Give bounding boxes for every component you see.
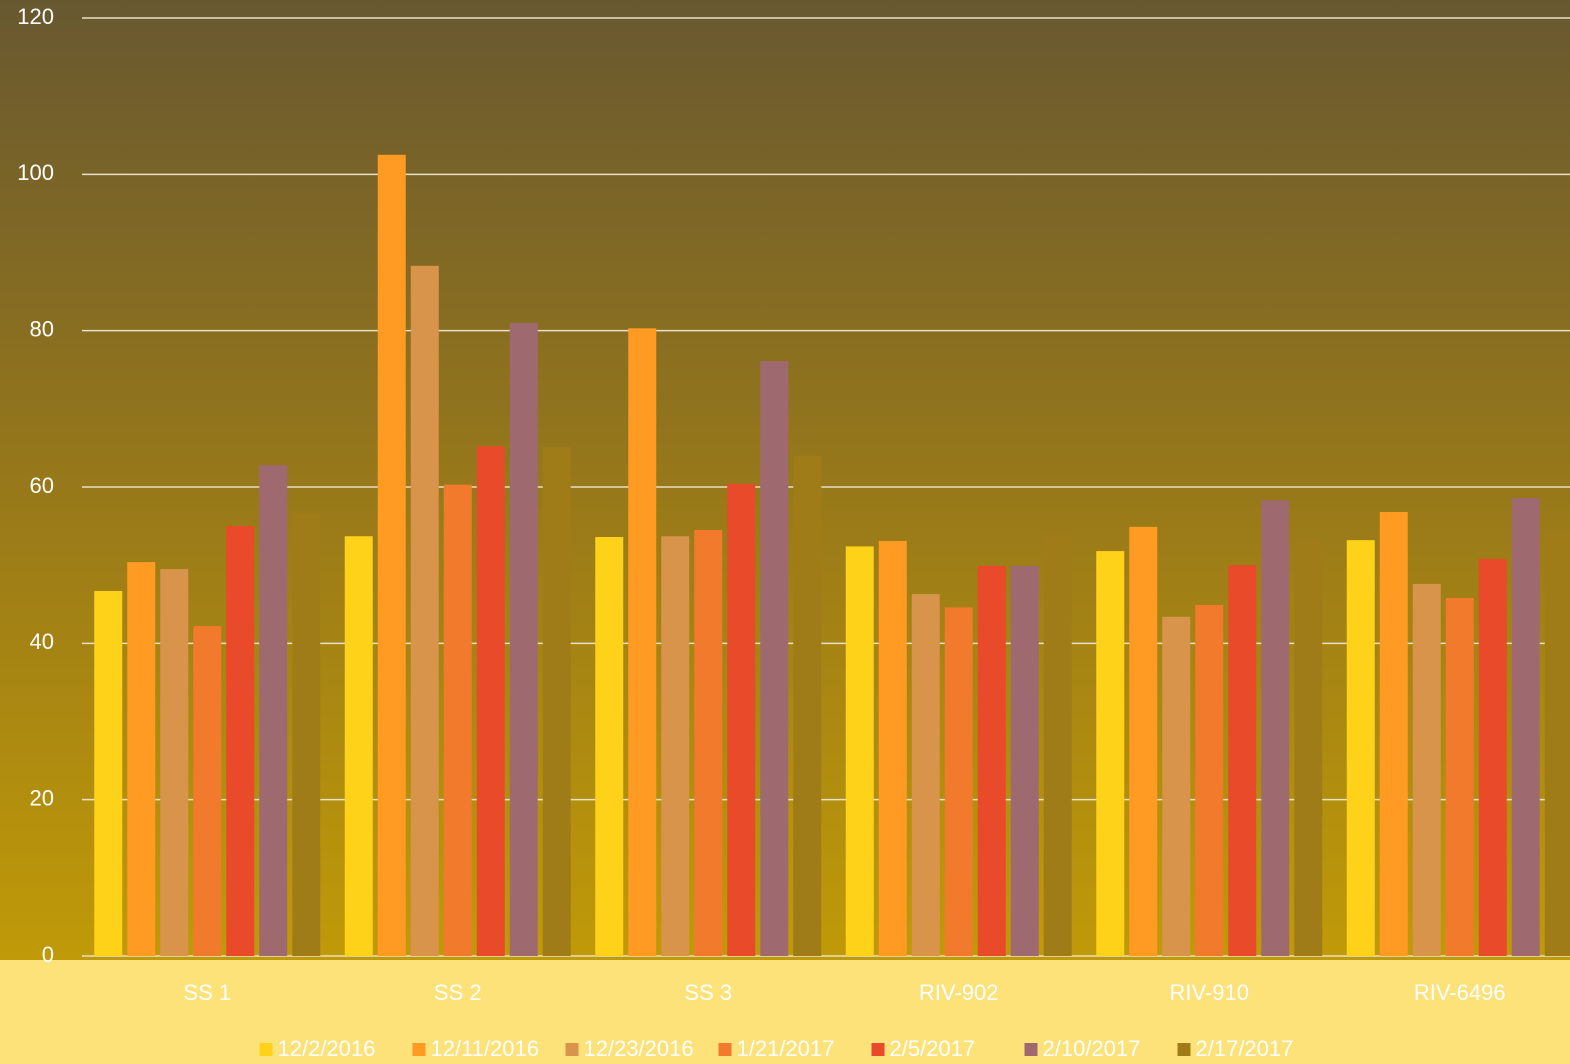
legend-swatch: [259, 1043, 273, 1056]
bar: [878, 540, 907, 956]
bar: [1412, 583, 1441, 956]
bar: [1445, 597, 1474, 956]
bar: [628, 328, 657, 956]
legend-swatch: [718, 1043, 732, 1056]
y-tick-label: 60: [30, 473, 54, 498]
legend-swatch: [412, 1043, 426, 1056]
bar: [911, 594, 940, 956]
x-tick-label: SS 2: [434, 980, 482, 1005]
bar: [443, 484, 472, 956]
bar: [1346, 540, 1375, 956]
legend-label: 1/21/2017: [737, 1036, 835, 1061]
bar: [727, 483, 756, 956]
x-tick-label: RIV-902: [919, 980, 999, 1005]
y-tick-label: 0: [42, 942, 54, 967]
bar: [1195, 605, 1224, 956]
y-tick-label: 40: [30, 629, 54, 654]
bar: [94, 590, 123, 956]
bar: [1043, 533, 1072, 956]
x-tick-label: RIV-6496: [1414, 980, 1506, 1005]
bar: [1129, 526, 1158, 956]
bar: [944, 607, 973, 956]
bar: [377, 154, 406, 956]
bar: [226, 526, 255, 956]
bar: [509, 322, 538, 957]
y-tick-label: 120: [17, 4, 54, 29]
bar: [1010, 565, 1039, 956]
bar: [160, 569, 189, 956]
bar: [1294, 540, 1323, 956]
legend-label: 2/5/2017: [890, 1036, 976, 1061]
bar: [1544, 532, 1570, 956]
bar: [595, 537, 624, 956]
bar: [1096, 551, 1125, 956]
x-tick-label: SS 1: [183, 980, 231, 1005]
legend-swatch: [565, 1043, 579, 1056]
bar: [127, 562, 156, 956]
bar: [259, 465, 288, 956]
legend-swatch: [1024, 1043, 1038, 1056]
bar: [760, 361, 789, 956]
bar: [1261, 500, 1290, 956]
bar: [476, 446, 505, 956]
bar: [193, 626, 222, 956]
bar: [1511, 497, 1540, 956]
legend-swatch: [871, 1043, 885, 1056]
x-tick-label: SS 3: [684, 980, 732, 1005]
y-tick-label: 80: [30, 316, 54, 341]
legend-label: 12/11/2016: [431, 1036, 539, 1061]
bar: [845, 546, 874, 956]
y-tick-label: 20: [30, 785, 54, 810]
legend-label: 2/17/2017: [1196, 1036, 1294, 1061]
bar: [1228, 565, 1257, 956]
bar: [344, 536, 373, 956]
legend-label: 12/23/2016: [584, 1036, 694, 1061]
bar: [410, 265, 439, 956]
bar: [1478, 558, 1507, 956]
bar: [694, 529, 723, 956]
bar: [542, 447, 571, 956]
legend-label: 12/2/2016: [278, 1036, 376, 1061]
bar: [1162, 616, 1191, 956]
bar: [1379, 512, 1408, 956]
y-tick-label: 100: [17, 160, 54, 185]
bar: [977, 565, 1006, 956]
bar: [661, 536, 690, 956]
x-tick-label: RIV-910: [1170, 980, 1250, 1005]
bar: [292, 512, 321, 956]
legend-swatch: [1177, 1043, 1191, 1056]
bar: [793, 455, 822, 956]
legend-label: 2/10/2017: [1043, 1036, 1141, 1061]
